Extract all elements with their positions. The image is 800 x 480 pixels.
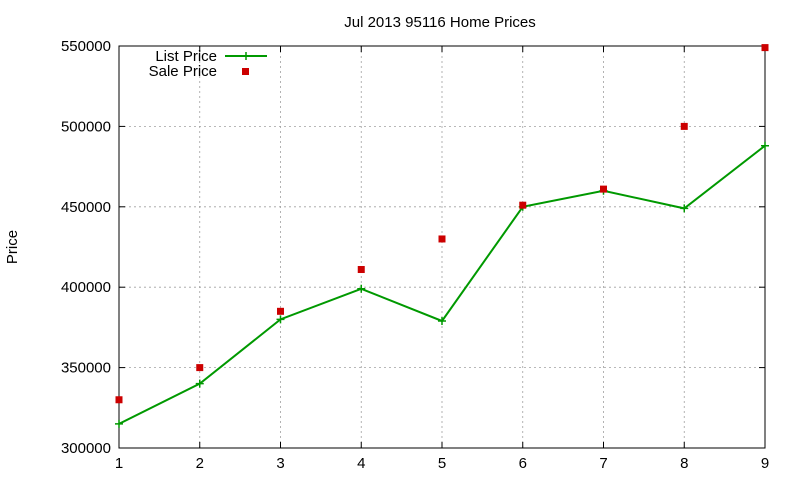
list-price-point: [357, 284, 366, 293]
x-tick-label: 8: [680, 455, 688, 472]
sale-price-point: [600, 185, 607, 193]
sale-price-point: [519, 201, 527, 209]
plot-frame: [118, 45, 766, 449]
legend-marker-list-price: [242, 52, 250, 60]
x-tick-label: 9: [761, 455, 769, 472]
x-tick-label: 7: [599, 455, 607, 472]
grid-lines: [119, 46, 765, 448]
sale-price-point: [357, 266, 365, 274]
data-series: [115, 44, 769, 428]
list-price-point: [680, 204, 689, 213]
list-price-point: [438, 316, 446, 325]
y-tick-label: 500000: [61, 118, 111, 135]
y-tick-label: 450000: [61, 199, 111, 216]
x-tick-label: 3: [276, 455, 284, 472]
legend: List Price Sale Price: [149, 48, 267, 80]
x-tick-label: 1: [115, 455, 123, 472]
legend-marker-sale-price: [242, 68, 249, 75]
x-tick-label: 5: [438, 455, 446, 472]
x-tick-label: 4: [357, 455, 365, 472]
sale-price-point: [438, 235, 446, 243]
x-tick-label: 6: [519, 455, 527, 472]
axes: 300000 350000 400000 450000 500000 550000 1 2 3 4…: [61, 38, 769, 472]
y-tick-label: 300000: [61, 440, 111, 457]
y-tick-label: 350000: [61, 360, 111, 377]
list-price-point: [761, 141, 769, 150]
list-price-point: [115, 419, 123, 428]
legend-label-sale-price: Sale Price: [149, 63, 217, 80]
sale-price-point: [115, 396, 123, 404]
y-tick-label: 400000: [61, 279, 111, 296]
y-tick-label: 550000: [61, 38, 111, 55]
list-price-point: [276, 315, 285, 324]
sale-price-point: [196, 364, 204, 372]
y-axis-label: Price: [4, 230, 21, 264]
sale-price-point: [277, 307, 284, 315]
list-price-point: [195, 379, 204, 388]
sale-price-point: [680, 122, 688, 130]
x-tick-label: 2: [196, 455, 204, 472]
legend-label-list-price: List Price: [155, 48, 217, 65]
chart-title: Jul 2013 95116 Home Prices: [344, 14, 536, 31]
sale-price-point: [761, 44, 769, 52]
